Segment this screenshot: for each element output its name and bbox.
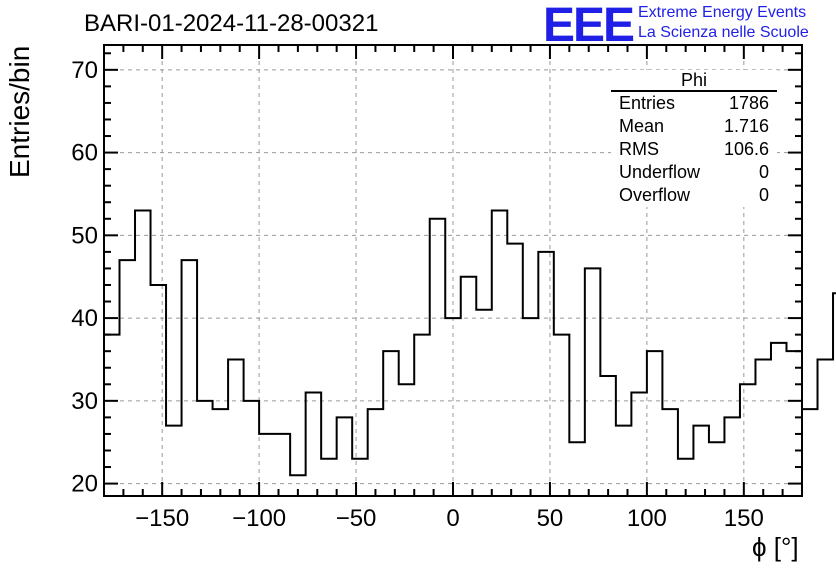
stats-label: Mean (619, 116, 665, 136)
x-tick-label: −100 (232, 505, 286, 532)
stats-value: 0 (758, 162, 769, 182)
y-axis-label: Entries/bin (4, 45, 35, 178)
y-tick-label: 70 (71, 57, 98, 84)
x-tick-label: 50 (537, 505, 564, 532)
stats-value: 106.6 (723, 139, 769, 159)
stats-label: Entries (619, 93, 676, 113)
stats-box: Phi Entries 1786 Mean 1.716 RMS 106.6 Un… (611, 70, 777, 207)
stats-label: Underflow (619, 162, 701, 182)
logo-line-2: La Scienza nelle Scuole (638, 24, 809, 41)
y-tick-label: 30 (71, 388, 98, 415)
stats-row-underflow: Underflow 0 (611, 161, 777, 184)
x-tick-label: 0 (446, 505, 459, 532)
stats-row-mean: Mean 1.716 (611, 115, 777, 138)
x-tick-label: 150 (724, 505, 764, 532)
stats-value: 0 (758, 185, 769, 205)
x-tick-label: −50 (336, 505, 377, 532)
stats-row-entries: Entries 1786 (611, 92, 777, 115)
stats-value: 1786 (728, 93, 769, 113)
histogram-series (104, 209, 836, 477)
x-axis-label: ϕ [°] (752, 532, 799, 562)
y-tick-label: 20 (71, 471, 98, 498)
x-tick-label: 100 (627, 505, 667, 532)
stats-value: 1.716 (723, 116, 769, 136)
stats-label: Overflow (619, 185, 691, 205)
logo-line-1: Extreme Energy Events (638, 4, 807, 21)
axes (103, 44, 803, 497)
tick-labels: −150 −100 −50 0 50 100 150 20 30 40 50 60 70 (71, 57, 764, 532)
stats-title: Phi (611, 70, 777, 92)
stats-row-overflow: Overflow 0 (611, 184, 777, 207)
eee-logo: EEE (543, 0, 635, 52)
stats-row-rms: RMS 106.6 (611, 138, 777, 161)
x-tick-label: −150 (135, 505, 189, 532)
y-tick-label: 60 (71, 140, 98, 167)
chart-title: BARI-01-2024-11-28-00321 (84, 10, 379, 37)
stats-label: RMS (619, 139, 659, 159)
y-tick-label: 40 (71, 305, 98, 332)
y-tick-label: 50 (71, 222, 98, 249)
